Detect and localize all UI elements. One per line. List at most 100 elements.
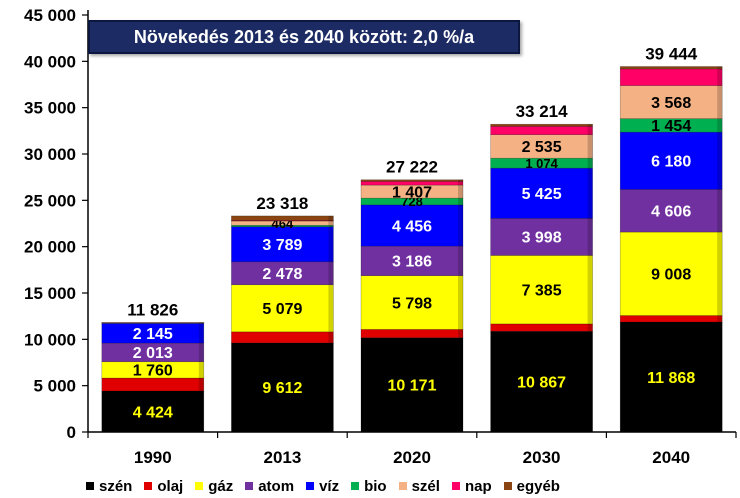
bar-segment	[101, 322, 205, 324]
bar-segment	[231, 331, 334, 344]
legend: szén olaj gáz atom víz bio szél nap egyéb	[86, 476, 572, 496]
bar-segment-shade	[587, 218, 593, 256]
bar-segment-shade	[587, 126, 593, 135]
bar-data-label: 4 424	[133, 404, 173, 421]
bar-data-label: 9 008	[651, 267, 691, 284]
y-axis: 0 5 000 10 000 15 000 20 000 25 000 30 000 35 0…	[24, 6, 89, 442]
bar-segment	[619, 315, 723, 323]
x-tick-label: 2020	[393, 448, 431, 467]
bar-segment-shade	[458, 204, 463, 247]
bar-segment-shade	[458, 329, 463, 338]
bar-segment-shade	[458, 185, 463, 199]
bar-segment	[231, 226, 334, 263]
x-tick-label: 2040	[652, 448, 690, 467]
bar-data-label: 1 454	[651, 118, 691, 135]
bar-data-label: 3 568	[651, 95, 691, 112]
bar-segment	[360, 275, 464, 330]
bar-segment	[101, 390, 205, 433]
bar-segment-shade	[198, 323, 204, 344]
bar-total-label: 33 214	[516, 102, 569, 121]
y-tick-label: 40 000	[24, 52, 76, 71]
bar-segment-shade	[458, 337, 463, 432]
legend-item: egyéb	[503, 477, 560, 495]
y-tick-label: 0	[67, 423, 76, 442]
bar-segment	[490, 123, 593, 127]
bar-segment-shade	[587, 158, 593, 169]
bar-segment-shade	[328, 261, 334, 285]
bar-segment	[360, 197, 464, 206]
bar-segment-shade	[587, 331, 593, 432]
bar-data-label: 2 535	[522, 139, 562, 156]
bar-segment	[231, 215, 334, 221]
legend-label: bio	[364, 477, 387, 495]
bar-data-label: 5 798	[392, 295, 432, 312]
bar-segment-shade	[328, 342, 334, 432]
bar-segment-shade	[198, 343, 204, 362]
bar-data-label: 5 425	[522, 186, 562, 203]
bar-total-label: 39 444	[645, 44, 698, 63]
bar-segment	[231, 224, 334, 227]
legend-swatch	[503, 482, 512, 490]
y-tick-label: 5 000	[33, 377, 76, 396]
y-tick-label: 20 000	[24, 238, 76, 257]
bar-data-label: 2 013	[133, 345, 173, 362]
bar-data-label: 7 385	[522, 282, 562, 299]
bar-segment-shade	[717, 118, 723, 133]
bar-segment-shade	[717, 132, 723, 190]
bar-segment-shade	[717, 322, 723, 432]
bar-segment-shade	[328, 284, 334, 332]
y-tick-label: 35 000	[24, 99, 76, 118]
bar-segment-shade	[198, 391, 204, 432]
legend-swatch	[306, 482, 315, 490]
bar-data-label: 1 407	[392, 184, 432, 201]
bar-data-label: 3 789	[262, 237, 302, 254]
bar-segment	[360, 329, 464, 339]
bar-segment-shade	[198, 322, 204, 324]
legend-swatch	[398, 482, 407, 490]
bar-segment-shade	[328, 225, 334, 227]
bar-segment	[360, 179, 464, 182]
bar-segment	[619, 131, 723, 190]
legend-item: víz	[306, 478, 339, 495]
bar-total-label: 23 318	[256, 194, 308, 213]
bar-segment-shade	[458, 275, 463, 330]
legend-label: egyéb	[516, 477, 560, 495]
y-tick-label: 25 000	[24, 191, 76, 210]
bar-segment-shade	[717, 85, 723, 119]
bar-total-label: 27 222	[386, 158, 438, 177]
bar-data-label: 4 606	[651, 203, 691, 220]
bar-segment	[619, 66, 723, 70]
bar-data-label: 11 868	[647, 370, 695, 387]
bar-segment-shade	[328, 226, 334, 262]
legend-swatch	[195, 482, 204, 490]
bar-segment-shade	[587, 134, 593, 159]
legend-swatch	[144, 482, 153, 490]
bar-segment-shade	[198, 378, 204, 392]
bar-segment	[490, 323, 593, 332]
bar-segment	[490, 218, 593, 256]
bar-data-label: 3 998	[522, 230, 562, 247]
x-tick-label: 2013	[263, 448, 301, 467]
legend-label: víz	[319, 477, 340, 495]
legend-label: nap	[464, 477, 492, 495]
bar-segment-shade	[458, 181, 463, 186]
bar-segment	[101, 377, 205, 392]
legend-label: atom	[258, 477, 295, 495]
bar-segment-shade	[587, 168, 593, 219]
bar-segment-shade	[587, 255, 593, 324]
bar-segment-shade	[328, 215, 334, 221]
legend-swatch	[451, 482, 460, 490]
bar-segment	[360, 337, 464, 433]
bar-segment	[490, 126, 593, 135]
legend-label: szén	[99, 477, 133, 495]
bar-data-label: 5 079	[262, 301, 302, 318]
bar-segment	[360, 204, 464, 247]
legend-item: gáz	[195, 478, 233, 495]
bar-data-label: 9 612	[262, 380, 302, 397]
legend-item: nap	[451, 477, 492, 495]
legend-label: szél	[411, 477, 440, 495]
bar-segment	[231, 342, 334, 433]
y-tick-label: 15 000	[24, 284, 76, 303]
